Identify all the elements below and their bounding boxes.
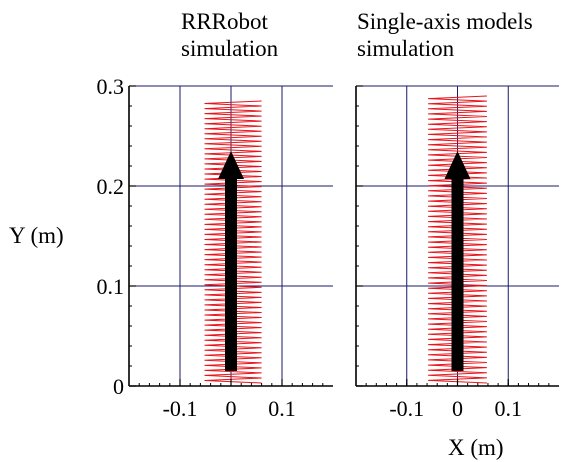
x-axis-label: X (m) [448,435,504,460]
x-tick-label: 0.1 [495,396,523,421]
x-tick-label: 0 [452,396,463,421]
y-tick-label: 0.3 [97,74,125,99]
x-tick-label: -0.1 [389,396,424,421]
y-tick-label: 0 [113,374,124,399]
panel-title-line2: simulation [357,36,455,61]
panel-title-line1: Single-axis models [357,9,533,34]
panel-rrrobot: RRRobot simulation -0.1 0 0.1 0 0.1 0.2 0.3 [97,9,333,421]
y-tick-label: 0.1 [97,274,125,299]
panel-single-axis: Single-axis models simulation -0.1 0 0.1 [355,9,559,421]
y-axis-label: Y (m) [9,223,64,248]
arrow-shaft [225,178,237,371]
trajectory-line [428,95,487,384]
arrow-head [218,151,244,179]
trajectory-line [204,100,262,384]
arrow-head [444,151,471,179]
panel-title-line2: simulation [181,36,279,61]
arrow-shaft [451,178,464,371]
y-tick-label: 0.2 [97,174,125,199]
panel-title-line1: RRRobot [181,9,269,34]
x-tick-label: 0.1 [268,396,296,421]
x-tick-label: 0 [226,396,237,421]
x-tick-label: -0.1 [163,396,198,421]
